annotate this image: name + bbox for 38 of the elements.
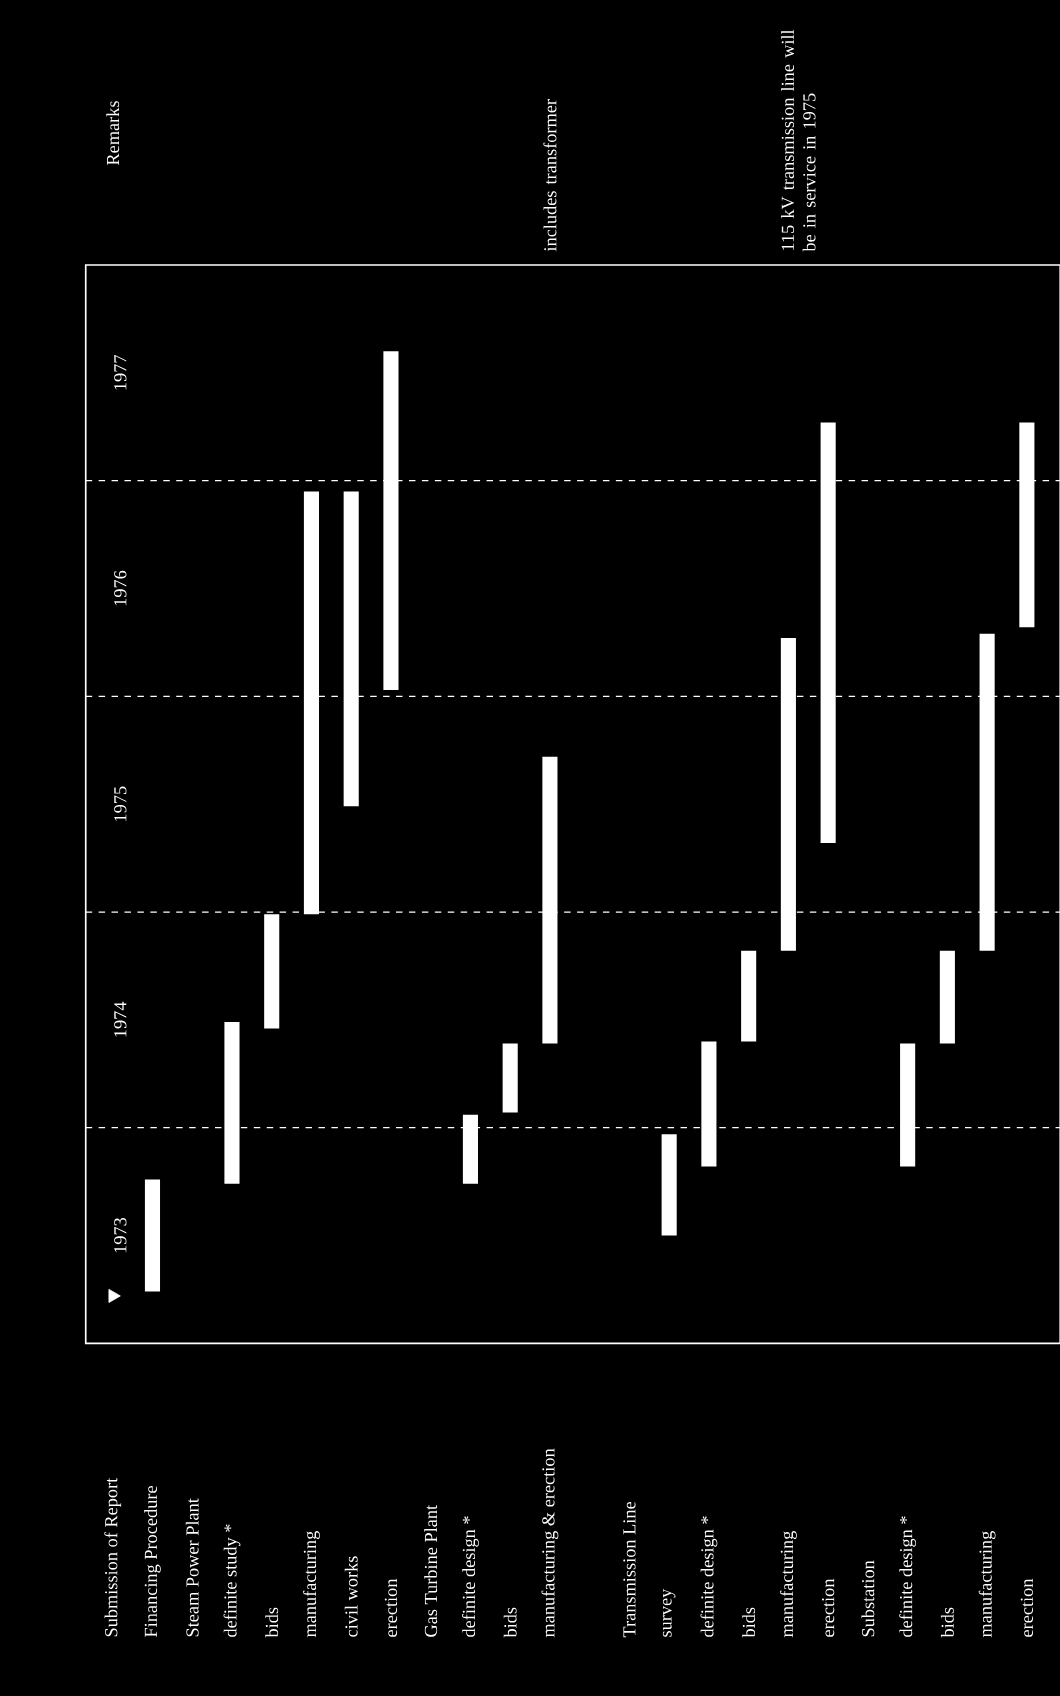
x-tick-label: definite design * xyxy=(461,1516,479,1637)
x-tick-label: Submission of Report xyxy=(104,1477,121,1637)
x-tick-label: manufacturing xyxy=(978,1531,996,1638)
y-tick-label: 1977 xyxy=(114,355,127,390)
bar xyxy=(820,422,836,844)
x-tick-label: bids xyxy=(503,1607,517,1638)
y-tick-label: 1973 xyxy=(114,1217,127,1253)
x-tick-label: manufacturing xyxy=(302,1531,320,1638)
x-tick-label: bids xyxy=(265,1607,279,1638)
x-tick-label: Steam Power Plant xyxy=(185,1498,199,1637)
bar xyxy=(661,1134,677,1236)
text: Remarks xyxy=(106,101,120,166)
x-tick-label: manufacturing xyxy=(779,1531,797,1638)
bar xyxy=(144,1179,160,1292)
x-tick-label: erection xyxy=(821,1578,835,1637)
x-tick-label: erection xyxy=(1020,1578,1033,1637)
x-tick-label: bids xyxy=(940,1607,954,1638)
x-tick-label: Gas Turbine Plant xyxy=(424,1505,437,1637)
y-tick-label: 1976 xyxy=(114,570,127,606)
bar xyxy=(701,1041,717,1167)
bar xyxy=(740,950,757,1042)
bar xyxy=(939,950,955,1044)
x-tick-label: definite design * xyxy=(700,1516,718,1637)
x-tick-label: bids xyxy=(742,1607,755,1638)
x-tick-label: civil works xyxy=(344,1556,358,1637)
x-tick-label: Financing Procedure xyxy=(144,1486,161,1637)
x-tick-label: definite design * xyxy=(899,1516,916,1637)
text: 115 kV transmission line will be in service in 1975 xyxy=(780,29,816,252)
x-tick-label: definite study * xyxy=(223,1524,241,1637)
x-tick-label: erection xyxy=(384,1578,397,1637)
x-tick-label: Substation xyxy=(861,1560,875,1637)
bar xyxy=(502,1043,518,1113)
x-tick-label: Transmission Line xyxy=(623,1501,636,1638)
x-tick-label: survey xyxy=(662,1588,676,1637)
text: includes transformer xyxy=(543,99,557,252)
x-tick-label: manufacturing & erection xyxy=(541,1448,559,1638)
y-tick-label: 1975 xyxy=(114,786,127,821)
y-tick-label: 1974 xyxy=(114,1001,127,1037)
